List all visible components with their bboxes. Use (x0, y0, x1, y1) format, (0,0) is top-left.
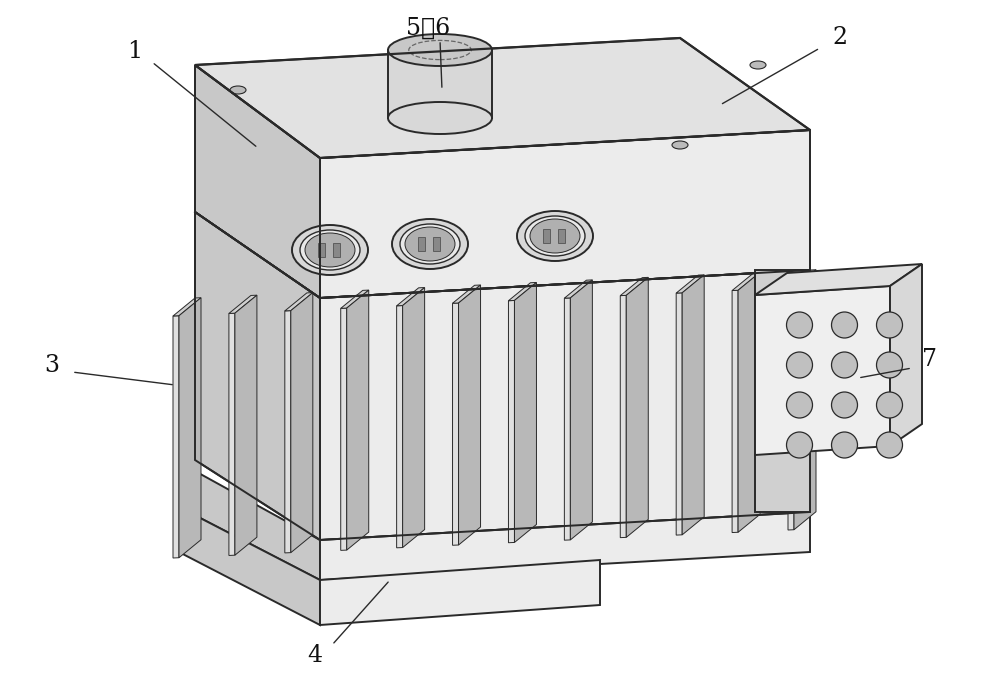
Bar (332, 243, 340, 257)
Polygon shape (620, 296, 626, 538)
Polygon shape (195, 38, 810, 158)
Polygon shape (388, 50, 492, 118)
Polygon shape (508, 282, 536, 301)
Ellipse shape (230, 86, 246, 94)
Text: 4: 4 (307, 644, 323, 667)
Polygon shape (755, 286, 890, 455)
Polygon shape (626, 278, 648, 538)
Ellipse shape (750, 61, 766, 69)
Polygon shape (397, 305, 403, 548)
Polygon shape (229, 295, 257, 313)
Polygon shape (570, 280, 592, 540)
Ellipse shape (305, 233, 355, 267)
Ellipse shape (832, 392, 858, 418)
Ellipse shape (832, 312, 858, 338)
Ellipse shape (300, 230, 360, 270)
Text: 5、6: 5、6 (406, 17, 450, 40)
Polygon shape (755, 270, 810, 512)
Polygon shape (732, 273, 760, 291)
Ellipse shape (786, 352, 812, 378)
Polygon shape (320, 560, 600, 625)
Bar (318, 243, 324, 257)
Polygon shape (291, 293, 313, 553)
Ellipse shape (392, 219, 468, 269)
Bar (558, 229, 564, 243)
Polygon shape (676, 275, 704, 293)
Polygon shape (676, 293, 682, 535)
Text: 1: 1 (127, 41, 143, 64)
Polygon shape (564, 298, 570, 540)
Polygon shape (229, 313, 235, 556)
Polygon shape (514, 282, 536, 542)
Ellipse shape (786, 392, 812, 418)
Polygon shape (890, 264, 922, 446)
Polygon shape (794, 270, 816, 530)
Text: 2: 2 (832, 27, 848, 50)
Ellipse shape (292, 225, 368, 275)
Ellipse shape (672, 141, 688, 149)
Text: 3: 3 (44, 354, 60, 377)
Ellipse shape (832, 432, 858, 458)
Polygon shape (235, 295, 257, 555)
Polygon shape (195, 65, 320, 298)
Polygon shape (397, 287, 425, 306)
Ellipse shape (876, 432, 902, 458)
Ellipse shape (530, 219, 580, 253)
Polygon shape (285, 293, 313, 311)
Polygon shape (173, 316, 179, 558)
Ellipse shape (876, 352, 902, 378)
Text: 7: 7 (922, 349, 938, 371)
Ellipse shape (876, 392, 902, 418)
Ellipse shape (517, 211, 593, 261)
Polygon shape (732, 290, 738, 533)
Polygon shape (755, 264, 922, 295)
Polygon shape (459, 285, 481, 545)
Ellipse shape (786, 312, 812, 338)
Ellipse shape (388, 34, 492, 66)
Ellipse shape (400, 224, 460, 264)
Polygon shape (320, 512, 810, 580)
Polygon shape (179, 298, 201, 558)
Polygon shape (788, 288, 794, 530)
Polygon shape (682, 275, 704, 535)
Polygon shape (347, 290, 369, 550)
Polygon shape (320, 130, 810, 298)
Polygon shape (341, 308, 347, 550)
Polygon shape (175, 460, 320, 580)
Bar (418, 237, 424, 251)
Polygon shape (403, 287, 425, 547)
Polygon shape (341, 290, 369, 308)
Polygon shape (564, 280, 592, 298)
Polygon shape (453, 303, 459, 545)
Bar (432, 237, 440, 251)
Ellipse shape (832, 352, 858, 378)
Polygon shape (175, 505, 320, 625)
Ellipse shape (388, 102, 492, 134)
Polygon shape (195, 212, 320, 540)
Ellipse shape (525, 216, 585, 256)
Polygon shape (620, 278, 648, 296)
Polygon shape (453, 285, 481, 303)
Ellipse shape (786, 432, 812, 458)
Polygon shape (738, 273, 760, 532)
Polygon shape (320, 270, 810, 540)
Polygon shape (508, 301, 514, 542)
Ellipse shape (405, 227, 455, 261)
Ellipse shape (876, 312, 902, 338)
Bar (542, 229, 550, 243)
Polygon shape (788, 270, 816, 288)
Polygon shape (173, 298, 201, 316)
Polygon shape (285, 310, 291, 553)
